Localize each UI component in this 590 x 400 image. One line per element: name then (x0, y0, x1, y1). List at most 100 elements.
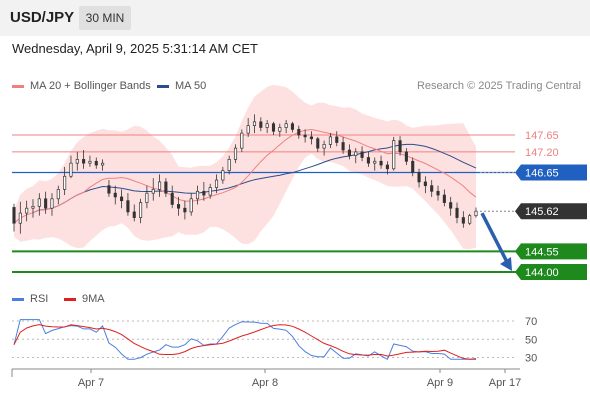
candle (347, 144, 351, 160)
candle (189, 193, 193, 216)
candle (221, 166, 225, 184)
bollinger-band (14, 84, 476, 250)
candle (252, 114, 257, 134)
candle-body (221, 170, 225, 181)
candle-body (12, 207, 16, 224)
candle-body (259, 121, 263, 128)
candle (265, 119, 269, 134)
level-label-145.62: 145.62 (525, 206, 559, 218)
ma50-label: MA 50 (175, 80, 207, 92)
candle-body (246, 125, 250, 134)
candle (436, 185, 440, 201)
candle (417, 168, 421, 188)
candle (170, 185, 174, 209)
candle-body (44, 198, 48, 209)
ma20-label: MA 20 + Bollinger Bands (30, 80, 151, 92)
forecast-arrow-shaft (480, 212, 509, 263)
candle (88, 155, 92, 167)
candle-body (474, 210, 478, 217)
candle (328, 133, 332, 149)
ma50-line (32, 143, 477, 214)
candle-body (417, 172, 421, 183)
candle-body (145, 192, 149, 203)
candle-body (436, 190, 440, 196)
candle-body (183, 207, 187, 213)
candle (12, 203, 16, 232)
candle-body (335, 136, 339, 143)
candle-body (252, 121, 257, 126)
x-tick-label: Apr 7 (78, 377, 104, 389)
candle (63, 166, 67, 196)
candle (126, 193, 130, 216)
rsi-tick-70: 70 (525, 316, 537, 328)
candle-body (379, 160, 383, 166)
candle (151, 178, 155, 201)
candle (411, 157, 415, 177)
candle-body (278, 127, 282, 132)
candle (56, 185, 60, 205)
candle-body (139, 202, 143, 218)
candle-body (227, 159, 231, 172)
candle-body (398, 140, 402, 153)
candle-body (373, 160, 377, 164)
candle-body (341, 142, 345, 151)
x-tick-label: Apr 8 (252, 377, 278, 389)
candle (322, 140, 326, 156)
candle (139, 198, 143, 224)
candle (214, 174, 219, 194)
candle (82, 150, 86, 169)
candle (183, 200, 187, 220)
candle-body (316, 138, 320, 149)
level-label-144.00: 144.00 (525, 267, 559, 279)
x-tick-label: Apr 17 (489, 377, 521, 389)
candle (75, 151, 79, 171)
timeframe-button[interactable]: 30 MIN (79, 6, 131, 30)
candle (360, 146, 364, 162)
x-tick-Apr-17: Apr 17 (489, 369, 521, 389)
candle-body (170, 192, 174, 205)
candle (164, 178, 168, 197)
candle (449, 196, 453, 216)
candle-body (284, 123, 288, 128)
candle (145, 185, 149, 209)
candle-body (240, 132, 244, 149)
candle-body (455, 207, 459, 218)
candle-body (120, 196, 124, 202)
ma50-swatch (157, 84, 169, 88)
candle (101, 159, 105, 171)
candle (227, 155, 231, 175)
rsi-ma-label: 9MA (82, 293, 105, 305)
candle (278, 123, 282, 137)
level-tag-bg (515, 164, 587, 181)
level-tag-bg (515, 203, 587, 220)
candle-body (297, 129, 301, 136)
candle (309, 131, 314, 145)
candle (392, 136, 396, 171)
candle (94, 157, 98, 169)
symbol-title: USD/JPY (10, 9, 75, 26)
rsi-ma-swatch (64, 297, 76, 301)
candle-body (132, 211, 136, 218)
candle (69, 155, 73, 179)
candle-body (214, 179, 219, 188)
x-tick-Apr-9: Apr 9 (427, 369, 453, 389)
candle (113, 185, 117, 205)
level-tag-145.62: 145.62 (515, 203, 587, 220)
candle-body (151, 189, 155, 194)
candle (341, 136, 345, 154)
level-label-147.65: 147.65 (525, 130, 559, 142)
candle-body (18, 212, 22, 224)
candle (442, 189, 446, 207)
candle-body (63, 175, 67, 190)
candle (404, 148, 408, 166)
candle-body (392, 140, 396, 170)
candle (25, 200, 29, 222)
candle-body (101, 162, 105, 166)
candle-body (195, 190, 200, 200)
candle-body (176, 204, 181, 209)
candle-body (158, 181, 162, 190)
level-tag-144.55: 144.55 (515, 243, 587, 260)
candle (176, 196, 181, 216)
candle-body (461, 217, 465, 224)
